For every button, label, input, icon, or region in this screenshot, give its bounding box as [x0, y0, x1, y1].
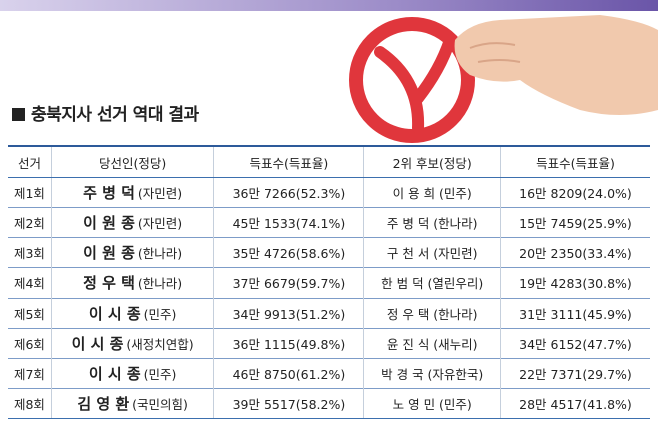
column-header: 2위 후보(정당): [363, 145, 501, 178]
winner-party: (민주): [143, 366, 177, 382]
election-cell: 제6회: [8, 327, 52, 359]
votes-cell: 20만 2350(33.4%): [499, 237, 650, 268]
table-row: 제2회 이 원 종 (자민련) 45만 1533(74.1%) 주 병 덕 (한나라) 1…: [8, 207, 650, 238]
election-cell: 제1회: [8, 176, 52, 208]
votes-cell: 34만 9913(51.2%): [213, 297, 364, 329]
runner-up-cell: 윤 진 식 (새누리): [363, 327, 501, 359]
winner-name: 이 시 종: [71, 334, 124, 353]
header-row: 선거 당선인(정당) 득표수(득표율) 2위 후보(정당) 득표수(득표율): [8, 145, 650, 178]
runner-up-cell: 주 병 덕 (한나라): [363, 207, 501, 238]
winner-name: 주 병 덕: [83, 184, 135, 203]
election-cell: 제7회: [8, 357, 52, 389]
votes-cell: 37만 6679(59.7%): [213, 267, 364, 298]
votes-cell: 36만 7266(52.3%): [213, 176, 364, 208]
winner-cell: 이 시 종 (민주): [50, 357, 214, 389]
table-row: 제1회 주 병 덕 (자민련) 36만 7266(52.3%) 이 용 희 (민주) 16…: [8, 176, 650, 208]
runner-up-cell: 한 범 덕 (열린우리): [363, 267, 501, 298]
votes-cell: 19만 4283(30.8%): [499, 267, 650, 298]
table-body: 제1회 주 병 덕 (자민련) 36만 7266(52.3%) 이 용 희 (민주) 16…: [8, 176, 650, 420]
votes-cell: 39만 5517(58.2%): [213, 387, 364, 420]
votes-cell: 22만 7371(29.7%): [499, 357, 650, 389]
table-row: 제7회 이 시 종 (민주) 46만 8750(61.2%) 박 경 국 (자유한국) 2…: [8, 357, 650, 389]
winner-cell: 이 시 종 (새정치연합): [50, 327, 214, 359]
runner-up-cell: 정 우 택 (한나라): [363, 297, 501, 329]
votes-cell: 45만 1533(74.1%): [213, 207, 364, 238]
runner-up-cell: 구 천 서 (자민련): [363, 237, 501, 268]
winner-cell: 이 원 종 (한나라): [50, 237, 214, 268]
title: 충북지사 선거 역대 결과: [12, 100, 199, 125]
votes-cell: 35만 4726(58.6%): [213, 237, 364, 268]
table-row: 제5회 이 시 종 (민주) 34만 9913(51.2%) 정 우 택 (한나라) 31…: [8, 297, 650, 329]
winner-name: 김 영 환: [77, 394, 130, 413]
table-row: 제8회 김 영 환 (국민의힘) 39만 5517(58.2%) 노 영 민 (민주) 2…: [8, 387, 650, 420]
winner-cell: 주 병 덕 (자민련): [50, 176, 214, 208]
top-band: [0, 0, 658, 11]
election-cell: 제2회: [8, 207, 52, 238]
winner-party: (국민의힘): [132, 396, 188, 412]
stamp-mark: [374, 34, 456, 134]
winner-name: 이 원 종: [83, 214, 135, 233]
column-header: 득표수(득표율): [499, 145, 650, 178]
column-header: 득표수(득표율): [213, 145, 364, 178]
winner-party: (자민련): [137, 216, 183, 232]
hand: [454, 15, 658, 115]
winner-cell: 이 시 종 (민주): [50, 297, 214, 329]
winner-party: (자민련): [137, 186, 183, 202]
runner-up-cell: 박 경 국 (자유한국): [363, 357, 501, 389]
winner-name: 이 원 종: [83, 244, 135, 263]
results-table: 선거 당선인(정당) 득표수(득표율) 2위 후보(정당) 득표수(득표율) 제1회 주 …: [8, 145, 650, 420]
winner-name: 이 시 종: [88, 364, 141, 383]
column-header: 선거: [8, 145, 52, 178]
stamp-ring: [349, 17, 475, 143]
runner-up-cell: 노 영 민 (민주): [363, 387, 501, 420]
votes-cell: 16만 8209(24.0%): [499, 176, 650, 208]
votes-cell: 15만 7459(25.9%): [499, 207, 650, 238]
winner-party: (한나라): [137, 246, 183, 262]
election-cell: 제3회: [8, 237, 52, 268]
table-row: 제3회 이 원 종 (한나라) 35만 4726(58.6%) 구 천 서 (자민련) 2…: [8, 237, 650, 268]
runner-up-cell: 이 용 희 (민주): [363, 176, 501, 208]
election-cell: 제8회: [8, 387, 52, 420]
column-header: 당선인(정당): [50, 145, 214, 178]
votes-cell: 34만 6152(47.7%): [499, 327, 650, 359]
votes-cell: 28만 4517(41.8%): [499, 387, 650, 420]
table-row: 제6회 이 시 종 (새정치연합) 36만 1115(49.8%) 윤 진 식 (새누리…: [8, 327, 650, 359]
election-cell: 제4회: [8, 267, 52, 298]
winner-cell: 김 영 환 (국민의힘): [50, 387, 214, 420]
table-row: 제4회 정 우 택 (한나라) 37만 6679(59.7%) 한 범 덕 (열린우리)…: [8, 267, 650, 298]
winner-party: (새정치연합): [126, 336, 194, 352]
winner-cell: 이 원 종 (자민련): [50, 207, 214, 238]
election-cell: 제5회: [8, 297, 52, 329]
votes-cell: 46만 8750(61.2%): [213, 357, 364, 389]
winner-cell: 정 우 택 (한나라): [50, 267, 214, 298]
votes-cell: 31만 3111(45.9%): [499, 297, 650, 329]
hand-detail: [469, 42, 521, 63]
winner-party: (민주): [143, 306, 177, 322]
winner-name: 정 우 택: [83, 274, 135, 293]
winner-party: (한나라): [137, 276, 183, 292]
votes-cell: 36만 1115(49.8%): [213, 327, 364, 359]
stamp-illustration: [349, 15, 658, 143]
winner-name: 이 시 종: [88, 304, 141, 323]
